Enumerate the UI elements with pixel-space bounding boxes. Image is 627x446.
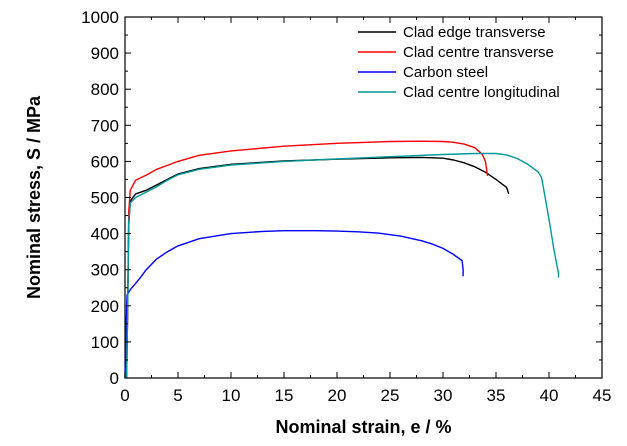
y-axis-title: Nominal stress, S / MPa	[24, 95, 44, 299]
series-layer	[124, 140, 560, 379]
legend-label-2: Clad centre transverse	[403, 44, 554, 61]
y-tick-label: 100	[91, 333, 119, 352]
legend-label-4: Clad centre longitudinal	[403, 84, 560, 101]
x-tick-label: 0	[120, 386, 129, 405]
legend-label-3: Carbon steel	[403, 64, 488, 81]
x-tick-label: 5	[173, 386, 182, 405]
legend-label-1: Clad edge transverse	[403, 24, 546, 41]
y-tick-label: 400	[91, 225, 119, 244]
series-line-1	[125, 156, 510, 379]
y-tick-label: 500	[91, 189, 119, 208]
series-line-4	[125, 152, 560, 379]
plot-frame	[124, 16, 603, 379]
y-tick-label: 700	[91, 116, 119, 135]
x-tick-label: 10	[222, 386, 241, 405]
y-tick-label: 300	[91, 261, 119, 280]
x-tick-label: 25	[381, 386, 400, 405]
x-axis-title: Nominal strain, e / %	[275, 417, 451, 437]
x-tick-label: 45	[593, 386, 612, 405]
plot-border	[124, 16, 603, 379]
x-tick-label: 15	[275, 386, 294, 405]
x-tick-label: 20	[328, 386, 347, 405]
x-tick-label: 35	[487, 386, 506, 405]
y-tick-label: 200	[91, 297, 119, 316]
y-tick-label: 600	[91, 152, 119, 171]
y-tick-label: 1000	[81, 8, 119, 27]
x-tick-label: 40	[540, 386, 559, 405]
x-tick-label: 30	[434, 386, 453, 405]
series-line-3	[124, 229, 464, 379]
y-tick-label: 0	[110, 369, 119, 388]
y-tick-label: 800	[91, 80, 119, 99]
series-line-2	[125, 140, 489, 379]
legend: Clad edge transverse Clad centre transver…	[358, 24, 560, 101]
y-tick-label: 900	[91, 44, 119, 63]
ticks-layer: 0 5 10 15 20 25 30 35 40 45 0 100 200 300 400 500 600 700…	[81, 8, 611, 405]
